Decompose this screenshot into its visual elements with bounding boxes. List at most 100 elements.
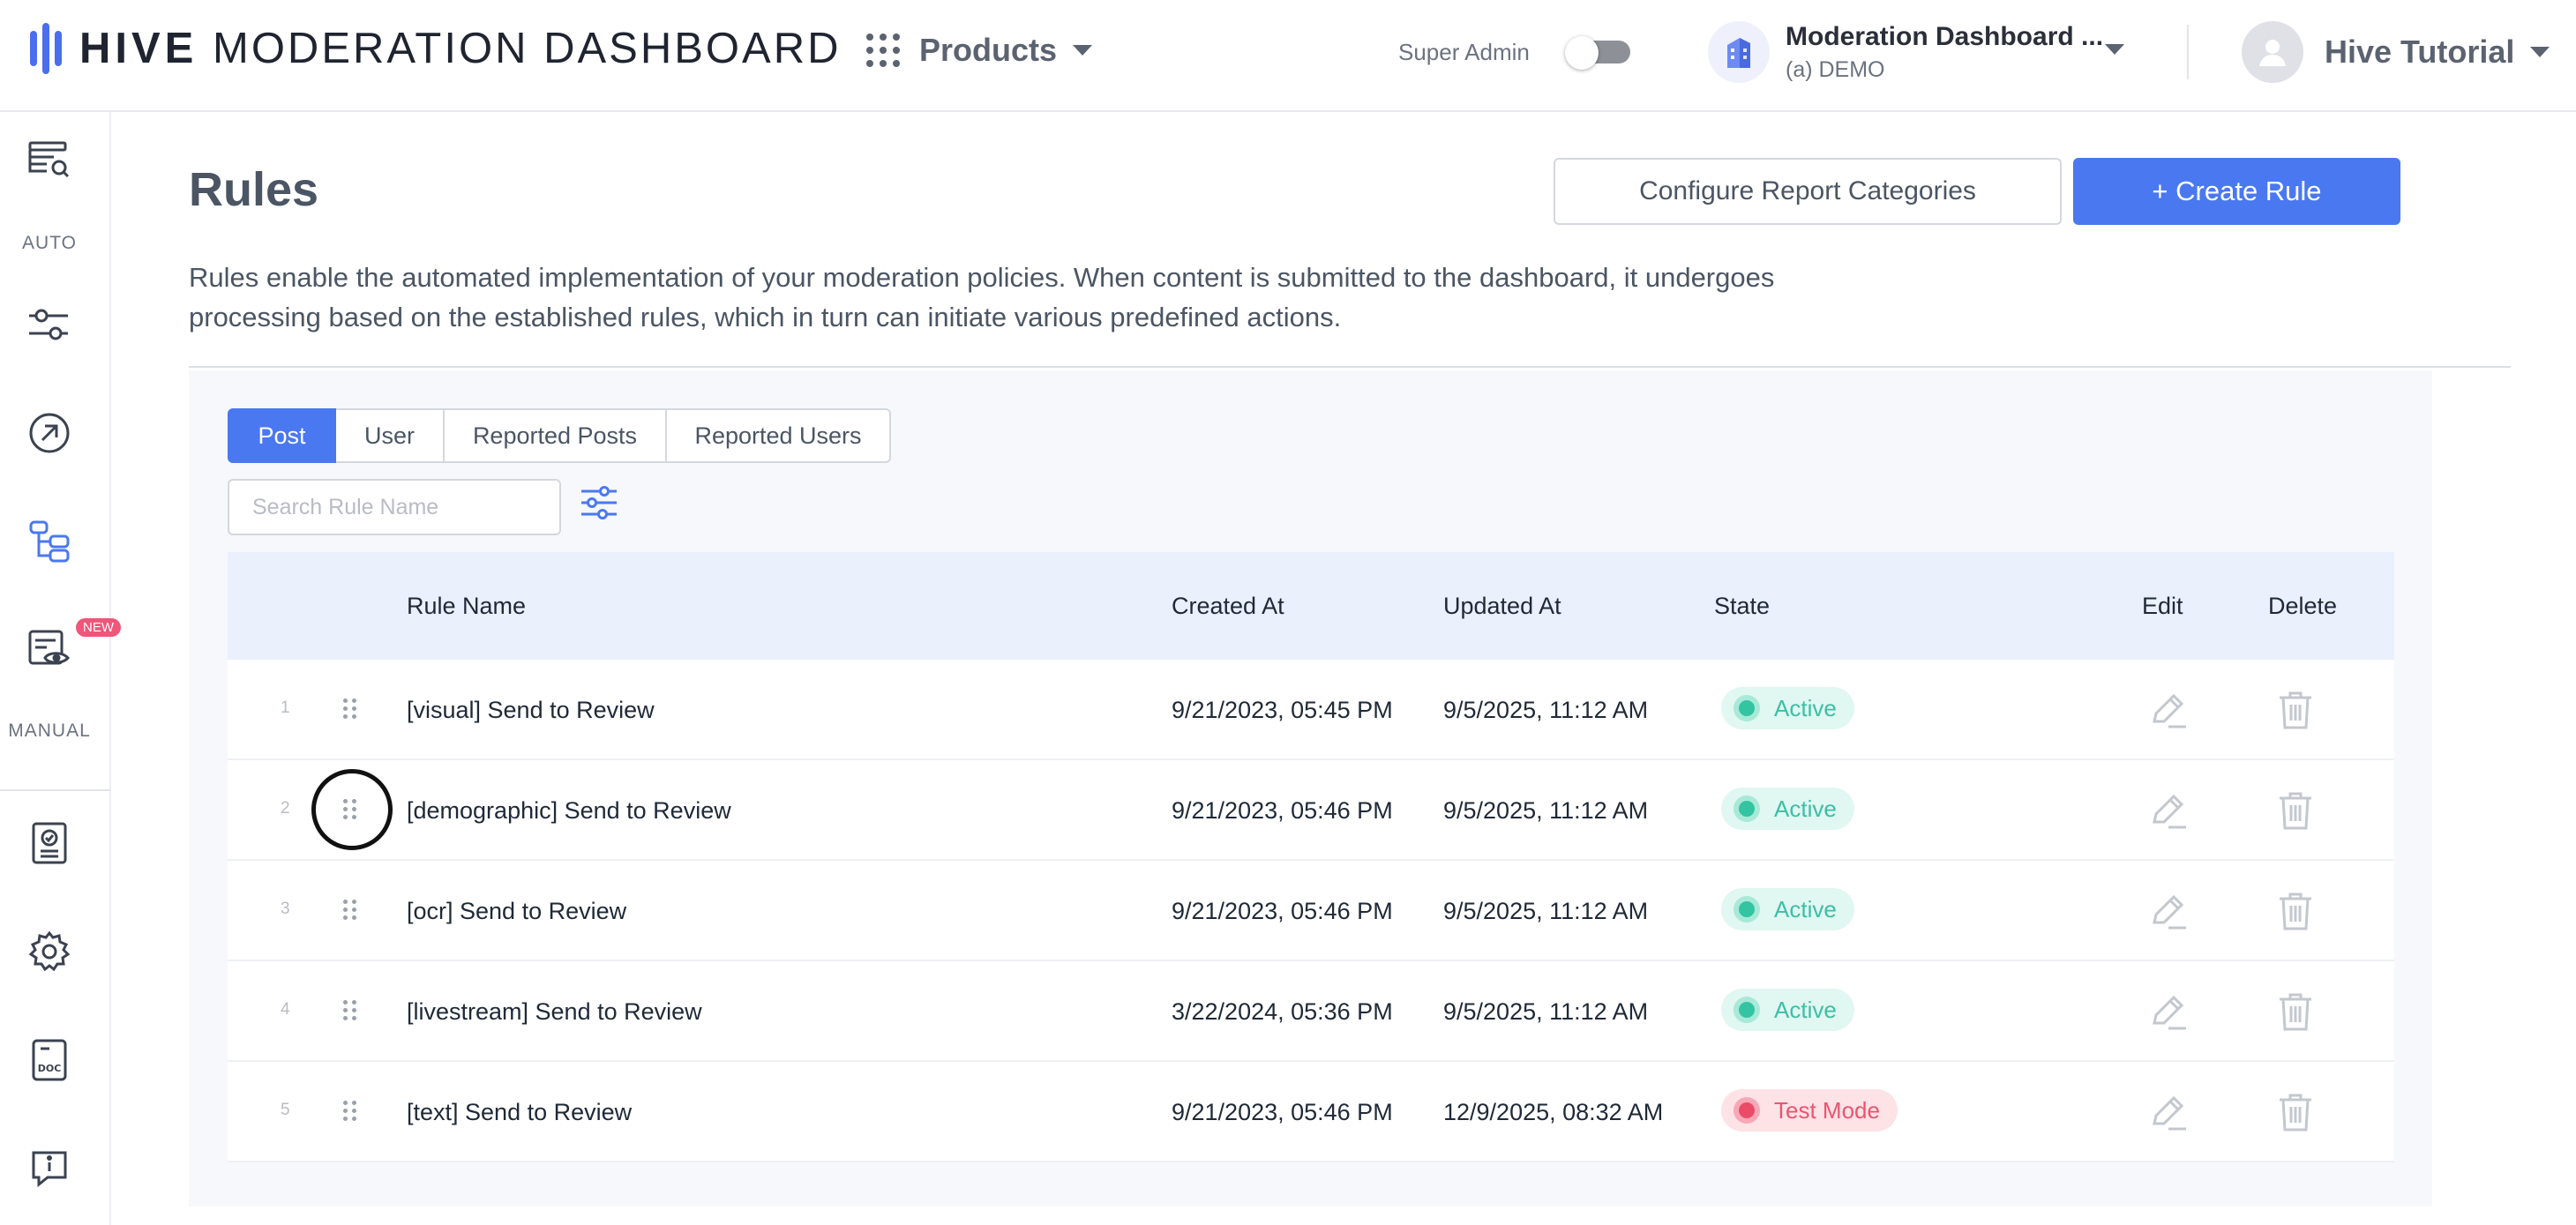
table-row[interactable]: 1 [visual] Send to Review 9/21/2023, 05:45… — [228, 660, 2394, 760]
updated-at: 12/9/2025, 08:32 AM — [1443, 1099, 1664, 1125]
table-row[interactable]: 5 [text] Send to Review 9/21/2023, 05:46 P… — [228, 1062, 2394, 1162]
organization-selector[interactable]: Moderation Dashboard ... (a) DEMO — [1708, 21, 2124, 83]
table-row[interactable]: 3 [ocr] Send to Review 9/21/2023, 05:46 PM… — [228, 861, 2394, 961]
table-row[interactable]: 4 [livestream] Send to Review 3/22/2024, 0… — [228, 961, 2394, 1062]
rule-name[interactable]: [ocr] Send to Review — [407, 898, 627, 924]
trash-icon[interactable] — [2276, 891, 2315, 931]
updated-at: 9/5/2025, 11:12 AM — [1443, 998, 1649, 1025]
workflow-icon — [29, 520, 70, 563]
sidebar-item-actions[interactable] — [25, 408, 74, 458]
sidebar-divider — [0, 789, 111, 791]
section-divider — [189, 366, 2511, 368]
top-bar: HIVE MODERATION DASHBOARD Products Super… — [0, 0, 2576, 112]
edit-icon[interactable] — [2149, 690, 2190, 730]
edit-icon[interactable] — [2149, 891, 2190, 931]
auto-section-label: AUTO — [22, 233, 77, 253]
avatar — [2242, 21, 2303, 83]
page-description: Rules enable the automated implementatio… — [189, 262, 1775, 332]
page-title: Rules — [189, 163, 319, 216]
status-label: Active — [1774, 795, 1837, 822]
new-badge: NEW — [76, 618, 121, 637]
clipboard-check-icon — [32, 822, 67, 864]
drag-handle-icon[interactable] — [343, 1000, 356, 1020]
rule-name[interactable]: [livestream] Send to Review — [407, 998, 702, 1025]
tab-reported-posts[interactable]: Reported Posts — [445, 408, 667, 463]
row-number: 4 — [281, 1000, 290, 1019]
sidebar-item-review-new[interactable]: NEW — [25, 618, 121, 673]
status-badge: Test Mode — [1721, 1089, 1898, 1132]
sliders-icon — [29, 309, 68, 340]
rule-type-tabs: Post User Reported Posts Reported Users — [228, 408, 891, 463]
trash-icon[interactable] — [2276, 1092, 2315, 1132]
updated-at: 9/5/2025, 11:12 AM — [1443, 898, 1649, 924]
info-chat-icon — [32, 1151, 67, 1188]
column-header-rule-name[interactable]: Rule Name — [407, 593, 527, 619]
header-divider — [2187, 25, 2189, 79]
status-badge: Active — [1721, 687, 1854, 729]
status-badge: Active — [1721, 888, 1854, 930]
table-header: Rule Name Created At Updated At State Ed… — [228, 552, 2394, 660]
edit-icon[interactable] — [2149, 1092, 2190, 1132]
row-number: 1 — [281, 698, 290, 717]
user-name: Hive Tutorial — [2325, 34, 2515, 70]
updated-at: 9/5/2025, 11:12 AM — [1443, 797, 1649, 824]
trash-icon[interactable] — [2276, 690, 2315, 730]
created-at: 3/22/2024, 05:36 PM — [1172, 998, 1393, 1025]
trash-icon[interactable] — [2276, 790, 2315, 831]
chevron-down-icon — [2530, 47, 2550, 57]
drag-handle-icon[interactable] — [343, 698, 356, 719]
rules-table: Rule Name Created At Updated At State Ed… — [228, 552, 2394, 1162]
sidebar-item-rules[interactable] — [25, 516, 74, 565]
sidebar-item-feedback[interactable] — [25, 1144, 74, 1193]
configure-report-categories-button[interactable]: Configure Report Categories — [1554, 158, 2062, 225]
drag-handle-icon[interactable] — [343, 1101, 356, 1121]
tab-reported-users[interactable]: Reported Users — [667, 408, 891, 463]
trash-icon[interactable] — [2276, 991, 2315, 1032]
status-dot-icon — [1734, 896, 1760, 922]
status-dot-icon — [1734, 997, 1760, 1023]
status-label: Active — [1774, 895, 1837, 922]
edit-icon[interactable] — [2149, 790, 2190, 831]
status-badge: Active — [1721, 989, 1854, 1031]
filter-button[interactable] — [578, 482, 620, 524]
status-badge: Active — [1721, 788, 1854, 830]
brand-title: HIVE MODERATION DASHBOARD — [79, 25, 842, 72]
logo[interactable]: HIVE MODERATION DASHBOARD — [30, 23, 841, 74]
column-header-created-at[interactable]: Created At — [1172, 593, 1284, 619]
rule-name[interactable]: [text] Send to Review — [407, 1099, 633, 1125]
sidebar-item-tasks[interactable] — [25, 818, 74, 868]
rule-name[interactable]: [demographic] Send to Review — [407, 797, 731, 824]
drag-handle-highlight — [311, 769, 393, 850]
super-admin-label: Super Admin — [1398, 39, 1530, 65]
table-row[interactable]: 2 [demographic] Send to Review 9/21/2023, … — [228, 760, 2394, 861]
sidebar-item-settings[interactable] — [25, 927, 74, 976]
drag-handle-icon[interactable] — [343, 900, 356, 920]
edit-icon[interactable] — [2149, 991, 2190, 1032]
sidebar: AUTO NEW MANUAL — [0, 112, 121, 1225]
column-header-edit: Edit — [2142, 593, 2183, 619]
tab-post[interactable]: Post — [228, 408, 336, 463]
sidebar-item-review-search[interactable] — [25, 135, 74, 184]
row-number: 3 — [281, 900, 290, 918]
column-header-updated-at[interactable]: Updated At — [1443, 593, 1561, 619]
gear-icon — [28, 930, 71, 972]
row-number: 2 — [281, 799, 290, 818]
filter-sliders-icon — [581, 486, 617, 519]
super-admin-toggle[interactable] — [1563, 36, 1639, 70]
sidebar-item-docs[interactable]: DOC — [25, 1035, 74, 1085]
user-menu[interactable]: Hive Tutorial — [2242, 21, 2550, 83]
created-at: 9/21/2023, 05:46 PM — [1172, 898, 1393, 924]
rule-name[interactable]: [visual] Send to Review — [407, 697, 655, 723]
svg-text:DOC: DOC — [38, 1063, 62, 1074]
status-dot-icon — [1734, 695, 1760, 721]
status-dot-icon — [1734, 1097, 1760, 1124]
sidebar-item-filters[interactable] — [25, 300, 74, 349]
review-search-icon — [28, 141, 70, 178]
products-label: Products — [919, 32, 1058, 68]
products-menu[interactable]: Products — [866, 32, 1093, 69]
org-subtitle: (a) DEMO — [1786, 56, 1885, 82]
create-rule-button[interactable]: + Create Rule — [2073, 158, 2400, 225]
search-input[interactable] — [228, 479, 561, 535]
hive-logo-icon — [30, 23, 62, 74]
tab-user[interactable]: User — [336, 408, 445, 463]
